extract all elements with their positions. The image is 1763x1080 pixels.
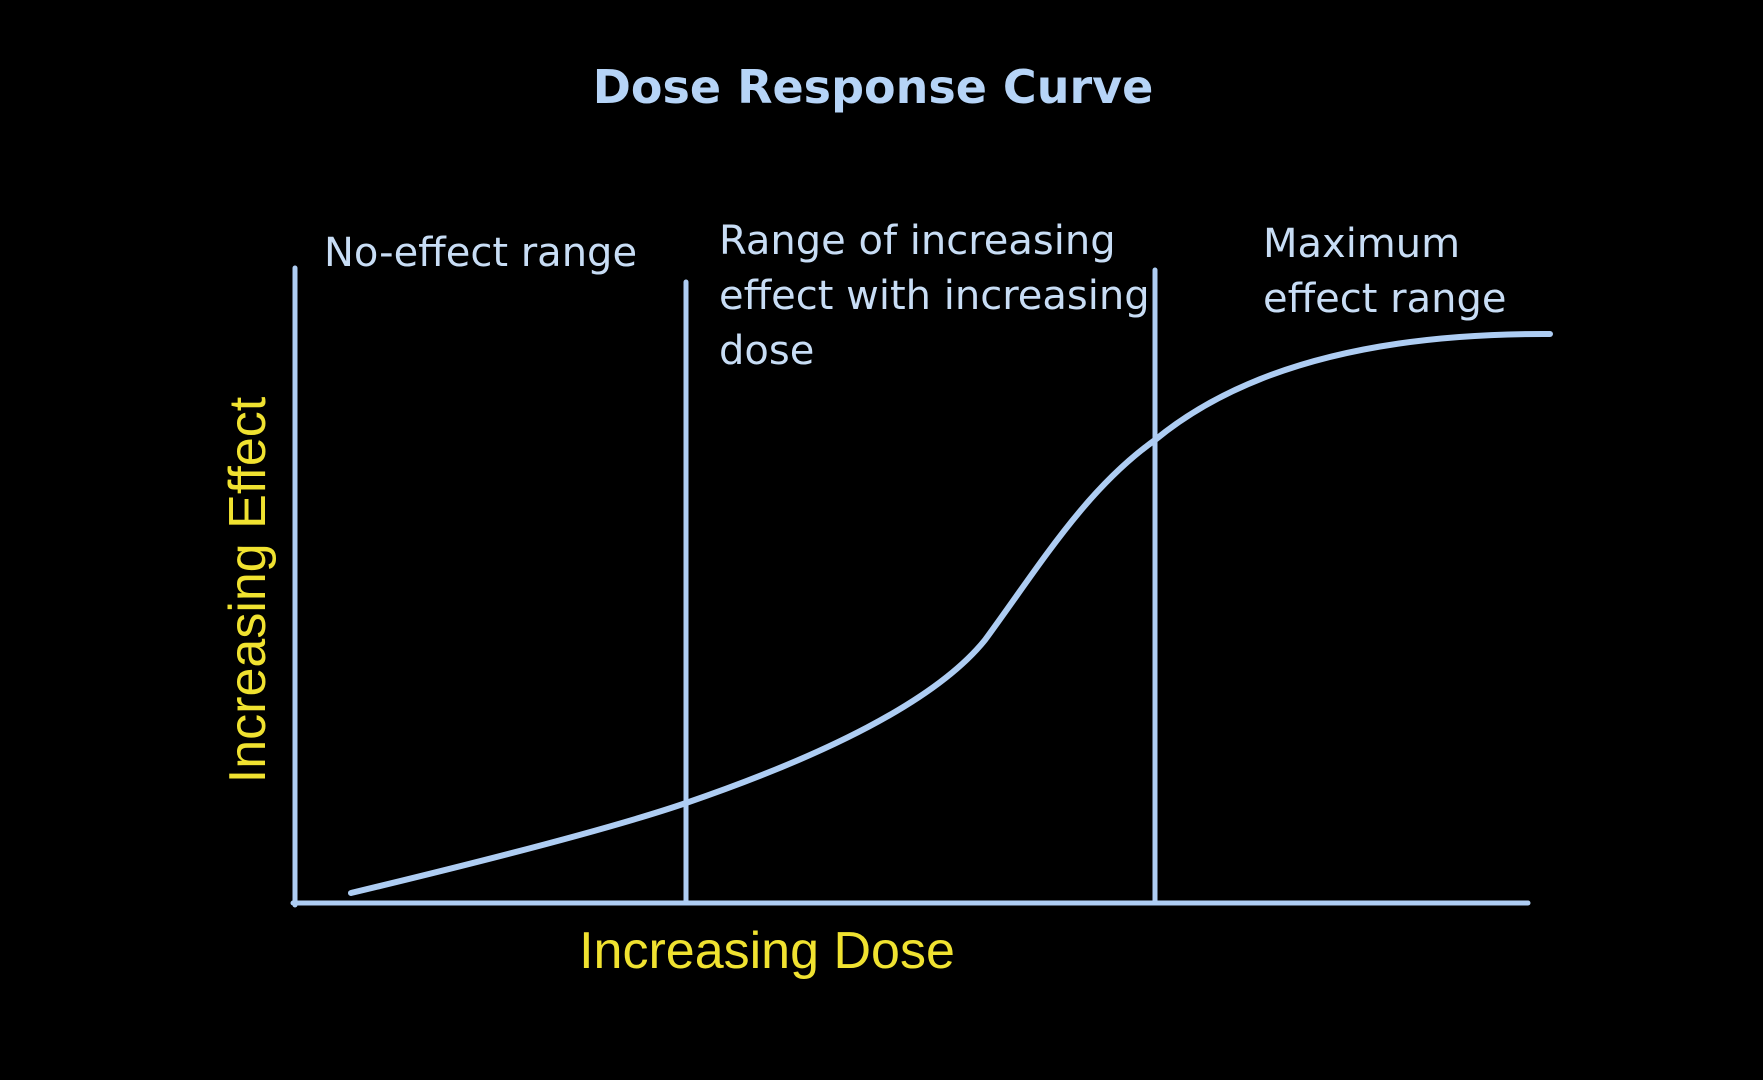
dose-response-curve: [348, 330, 1553, 896]
maximum-effect-range-line: effect range: [1263, 276, 1506, 322]
increasing-effect-range-line: effect with increasing: [719, 273, 1150, 319]
maximum-effect-range-label: Maximum effect range: [1263, 221, 1506, 322]
no-effect-range-label: No-effect range: [324, 230, 637, 276]
increasing-effect-range-label: Range of increasing effect with increasi…: [719, 218, 1162, 374]
maximum-effect-range-line: Maximum: [1263, 221, 1460, 267]
increasing-effect-range-line: dose: [719, 328, 814, 374]
x-axis-label: Increasing Dose: [579, 922, 955, 980]
increasing-effect-range-line: Range of increasing: [719, 218, 1116, 264]
y-axis-label: Increasing Effect: [219, 396, 277, 783]
no-effect-range-line: No-effect range: [324, 230, 637, 276]
diagram-title: Dose Response Curve: [593, 60, 1154, 114]
